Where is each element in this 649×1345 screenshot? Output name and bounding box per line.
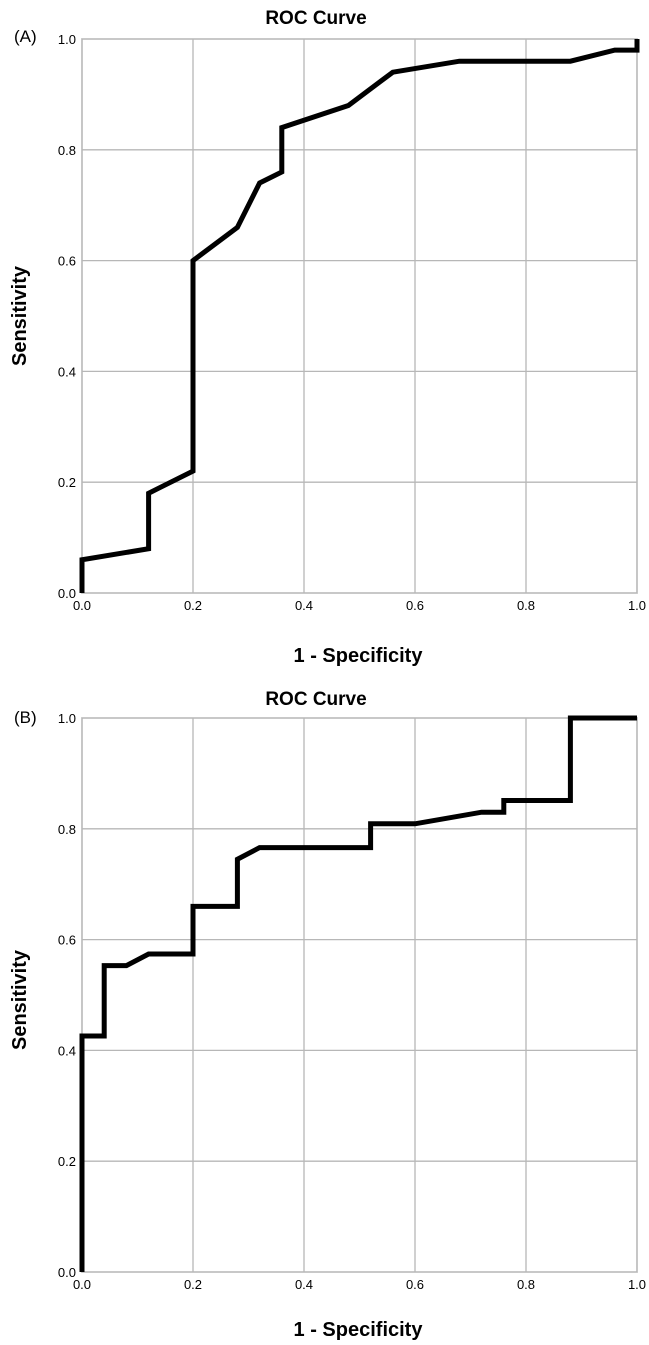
panel-a-title: ROC Curve bbox=[265, 8, 366, 29]
panel-b-x-tick-label: 0.2 bbox=[184, 1277, 202, 1292]
panel-a-x-tick-label: 0.6 bbox=[406, 598, 424, 613]
panel-b: (B) ROC Curve Sensitivity 1 - Specificit… bbox=[9, 689, 646, 1341]
panel-b-roc-curve bbox=[79, 715, 637, 1272]
panel-b-ticks: 0.0 0.2 0.4 0.6 0.8 1.0 0.0 0.2 0.4 0.6 0.8 1.0 bbox=[58, 711, 646, 1292]
panel-b-y-axis-label: Sensitivity bbox=[9, 949, 31, 1050]
panel-b-x-tick-label: 0.6 bbox=[406, 1277, 424, 1292]
panel-b-y-tick-label: 0.4 bbox=[58, 1043, 76, 1058]
panel-b-grid bbox=[81, 717, 638, 1273]
panel-b-y-tick-label: 0.8 bbox=[58, 822, 76, 837]
panel-b-x-tick-label: 0.0 bbox=[73, 1277, 91, 1292]
panel-b-y-tick-label: 1.0 bbox=[58, 711, 76, 726]
panel-a-series bbox=[79, 39, 640, 593]
panel-b-x-tick-label: 0.8 bbox=[517, 1277, 535, 1292]
panel-a-ticks: 0.0 0.2 0.4 0.6 0.8 1.0 0.0 0.2 0.4 0.6 0.8 1.0 bbox=[58, 32, 646, 613]
panel-b-y-tick-label: 0.6 bbox=[58, 933, 76, 948]
panel-a-grid bbox=[81, 38, 638, 594]
panel-a-label: (A) bbox=[14, 27, 37, 46]
panel-a-x-tick-label: 0.8 bbox=[517, 598, 535, 613]
panel-b-y-tick-label: 0.0 bbox=[58, 1265, 76, 1280]
panel-a-roc-curve bbox=[79, 39, 640, 593]
panel-b-y-tick-label: 0.2 bbox=[58, 1154, 76, 1169]
panel-a-x-tick-label: 1.0 bbox=[628, 598, 646, 613]
panel-b-label: (B) bbox=[14, 708, 37, 727]
panel-b-x-axis-label: 1 - Specificity bbox=[294, 1319, 424, 1341]
panel-b-x-tick-label: 0.4 bbox=[295, 1277, 313, 1292]
panel-a: (A) ROC Curve Sensitivity 1 - Specificit… bbox=[9, 8, 646, 667]
panel-a-x-tick-label: 0.0 bbox=[73, 598, 91, 613]
panel-a-y-axis-label: Sensitivity bbox=[9, 265, 31, 366]
panel-b-series bbox=[79, 715, 637, 1272]
panel-a-x-tick-label: 0.2 bbox=[184, 598, 202, 613]
panel-a-x-tick-label: 0.4 bbox=[295, 598, 313, 613]
panel-a-y-tick-label: 0.6 bbox=[58, 254, 76, 269]
panel-b-title: ROC Curve bbox=[265, 689, 366, 710]
panel-a-y-tick-label: 0.0 bbox=[58, 586, 76, 601]
panel-a-y-tick-label: 0.2 bbox=[58, 475, 76, 490]
panel-a-y-tick-label: 0.8 bbox=[58, 143, 76, 158]
panel-a-y-tick-label: 1.0 bbox=[58, 32, 76, 47]
panel-a-x-axis-label: 1 - Specificity bbox=[294, 645, 424, 667]
panel-b-x-tick-label: 1.0 bbox=[628, 1277, 646, 1292]
panel-a-y-tick-label: 0.4 bbox=[58, 364, 76, 379]
